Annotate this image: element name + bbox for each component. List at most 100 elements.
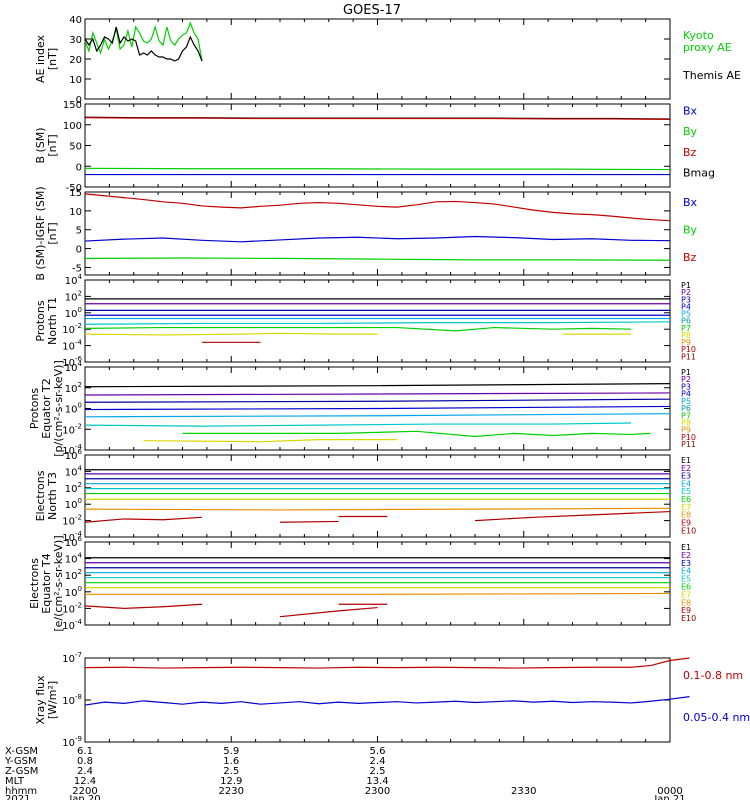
panel-5-ytick-label: 102 [65, 381, 82, 395]
panel-2-ytick-label: -50 [66, 183, 82, 194]
series-line-p7 [84, 326, 632, 332]
footer-label-2021: 2021 [5, 794, 30, 800]
panel-8-frame [84, 657, 671, 743]
legend-entry-p3: P3 [681, 382, 691, 391]
footer-value: 13.4 [366, 776, 388, 787]
legend-entry-bx: Bx [683, 104, 698, 117]
panel-3-ytick-label: -5 [72, 263, 82, 274]
legend-entry-e2: E2 [681, 551, 691, 560]
panel-4-frame [84, 279, 671, 363]
legend-entry-p9: P9 [681, 338, 691, 347]
panel-5-ytick-label: 100 [65, 402, 82, 416]
legend-entry-e10: E10 [681, 526, 696, 535]
legend-entry-e8: E8 [681, 511, 691, 520]
series-line-e8 [85, 592, 671, 595]
footer-label-z-gsm: Z-GSM [5, 766, 38, 777]
series-line-e9b [279, 520, 339, 523]
panel-7-ytick-label: 106 [65, 535, 83, 549]
legend-entry-e8: E8 [681, 598, 691, 607]
footer-value: Jan 21 [653, 794, 685, 800]
panel-6-ytick-label: 100 [65, 497, 82, 511]
legend-entry-p6: P6 [681, 317, 691, 326]
panel-7-ytick-label: 102 [65, 568, 82, 582]
series-line-e9 [84, 516, 203, 523]
legend-entry-p4: P4 [681, 390, 691, 399]
legend-entry-p7: P7 [681, 411, 691, 420]
series-line-e9d [474, 510, 671, 522]
series-line-e8 [84, 507, 671, 511]
panel-7-ytick-label: 10-2 [62, 601, 82, 615]
footer-value: Jan 20 [68, 794, 100, 800]
footer-value: 5.9 [223, 746, 239, 757]
legend-entry-e5: E5 [681, 575, 691, 584]
legend-entry-e1: E1 [681, 456, 691, 465]
panel-6-ylabel: ElectronsNorth T3 [34, 470, 59, 521]
series-line-bz [84, 193, 671, 222]
footer-value: 0.8 [77, 756, 93, 767]
panel-1-ytick-label: 30 [69, 35, 82, 46]
legend-entry-bz: Bz [683, 146, 697, 159]
panel-3-ytick-label: 5 [76, 226, 82, 237]
panel-6-ytick-label: 10-2 [62, 514, 82, 528]
legend-entry-p11: P11 [681, 440, 696, 449]
panel-6-frame [84, 454, 671, 538]
legend-entry-e1: E1 [681, 543, 691, 552]
series-line-p7 [182, 430, 651, 438]
series-line-p8 [143, 439, 397, 443]
panel-2-ytick-label: 0 [76, 162, 82, 173]
legend-entry-e6: E6 [681, 583, 691, 592]
panel-7-ytick-label: 10-4 [62, 618, 82, 632]
panel-2-ytick-label: 150 [63, 100, 82, 111]
panel-4-ytick-label: 10-2 [62, 322, 82, 336]
footer-value: 5.6 [370, 746, 386, 757]
footer-value: 0000 [657, 786, 682, 797]
legend-entry-e10: E10 [681, 614, 696, 623]
panel-6-ytick-label: 104 [65, 464, 83, 478]
footer-value: 12.9 [220, 776, 242, 787]
legend-entry-p10: P10 [681, 433, 696, 442]
series-line-bx [84, 235, 671, 243]
panel-1-ytick-label: 20 [69, 55, 82, 66]
legend-entry-e7: E7 [681, 590, 691, 599]
footer-value: 2230 [219, 786, 244, 797]
legend-entry-e6: E6 [681, 495, 691, 504]
legend-entry-0-1-0-8-nm: 0.1-0.8 nm [683, 669, 743, 682]
legend-entry-e3: E3 [681, 559, 691, 568]
panel-4-ytick-label: 100 [65, 306, 82, 320]
series-line-by [84, 167, 671, 171]
series-line-p6 [84, 422, 632, 427]
legend-entry-e4: E4 [681, 567, 691, 576]
legend-entry-p1: P1 [681, 368, 691, 377]
legend-entry-e5: E5 [681, 487, 691, 496]
panel-8-ytick-label: 10-9 [62, 735, 82, 749]
panel-4-ytick-label: 104 [65, 273, 83, 287]
series-line-0-05-0-4-nm [84, 696, 690, 706]
legend-entry-p5: P5 [681, 310, 691, 319]
panel-1-ylabel: AE index[nT] [34, 34, 59, 83]
panel-4-ytick-label: 102 [65, 289, 82, 303]
panel-3-ytick-label: 15 [69, 188, 82, 199]
legend-entry-bx: Bx [683, 196, 698, 209]
panel-8-ytick-label: 10-8 [62, 693, 82, 707]
legend-entry-p1: P1 [681, 281, 691, 290]
panel-4-ytick-label: 10-6 [62, 355, 82, 369]
panel-1-frame [84, 18, 671, 100]
panel-5-ytick-label: 10-4 [62, 443, 82, 457]
legend-entry-p10: P10 [681, 345, 696, 354]
legend-entry-p9: P9 [681, 426, 691, 435]
panel-2-ytick-label: 100 [63, 121, 82, 132]
legend-entry-0-05-0-4-nm: 0.05-0.4 nm [683, 711, 750, 724]
legend-entry-p6: P6 [681, 404, 691, 413]
series-line-0-1-0-8-nm [84, 657, 690, 669]
plot-title: GOES-17 [343, 3, 401, 18]
legend-entry-p5: P5 [681, 397, 691, 406]
legend-entry-p4: P4 [681, 302, 691, 311]
series-line-p6 [84, 321, 671, 325]
footer-value: 2330 [511, 786, 536, 797]
panel-8-ytick-label: 10-7 [62, 651, 82, 665]
panel-8-ylabel: Xray flux[W/m²] [34, 675, 59, 725]
legend-entry-e4: E4 [681, 479, 691, 488]
series-line-by [84, 257, 671, 261]
panel-3-ytick-label: 0 [76, 245, 82, 256]
legend-entry-e2: E2 [681, 464, 691, 473]
